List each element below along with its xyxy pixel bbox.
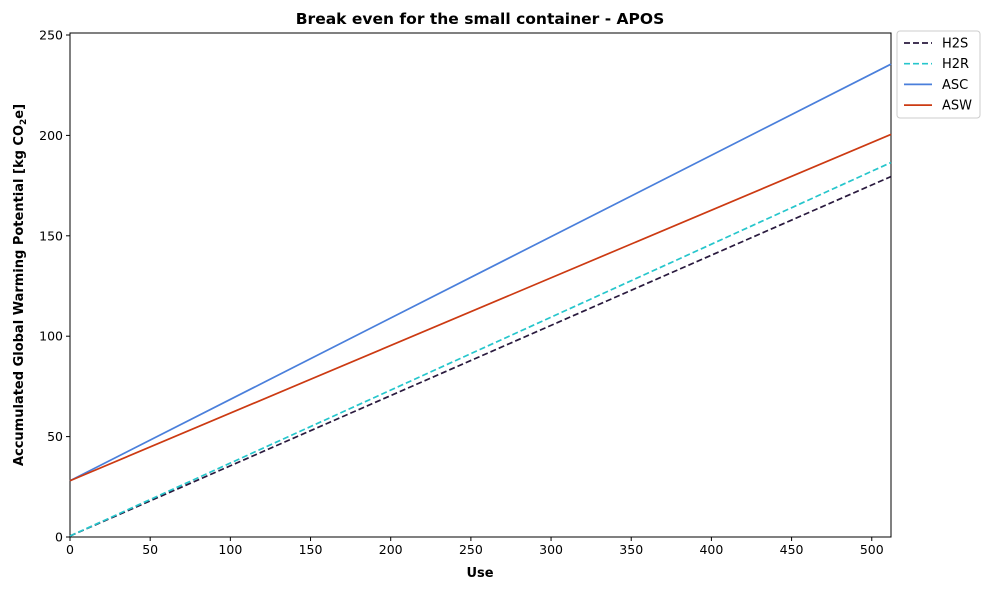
y-tick-label: 100 (39, 329, 63, 344)
y-tick-label: 50 (47, 429, 63, 444)
series-line-asc (69, 63, 892, 482)
series-line-asw (69, 133, 892, 482)
series-line-h2s (69, 175, 892, 537)
x-tick-label: 300 (539, 542, 563, 557)
x-tick-label: 50 (142, 542, 158, 557)
legend-label-h2s: H2S (942, 37, 968, 52)
legend-label-asc: ASC (942, 78, 968, 93)
y-tick-label: 0 (55, 530, 63, 545)
y-axis-label-subscript: 2 (19, 119, 29, 125)
chart-title: Break even for the small container - APO… (296, 10, 665, 28)
y-axis-label-tail: e] (12, 104, 27, 119)
x-tick-label: 500 (860, 542, 884, 557)
legend-frame (896, 30, 981, 119)
x-tick-label: 200 (379, 542, 403, 557)
y-tick-label: 150 (39, 228, 63, 243)
x-tick-label: 400 (699, 542, 723, 557)
x-tick-label: 450 (780, 542, 804, 557)
y-tick-label: 200 (39, 128, 63, 143)
series-line-h2r (69, 161, 892, 537)
plot-area (69, 32, 892, 538)
y-tick-label: 250 (39, 28, 63, 43)
plot-frame (69, 32, 892, 538)
x-tick-label: 250 (459, 542, 483, 557)
legend-label-h2r: H2R (942, 57, 969, 72)
x-tick-label: 100 (218, 542, 242, 557)
series-layer (69, 63, 892, 537)
x-tick-label: 150 (299, 542, 323, 557)
legend: H2S H2R ASC ASW (896, 30, 981, 119)
y-axis-label: Accumulated Global Warming Potential [kg… (12, 104, 29, 466)
legend-label-asw: ASW (942, 99, 972, 114)
y-axis-label-main: Accumulated Global Warming Potential [kg… (12, 125, 27, 466)
x-tick-label: 0 (66, 542, 74, 557)
y-axis: 0 50 100 150 200 250 (39, 28, 70, 545)
x-tick-label: 350 (619, 542, 643, 557)
x-axis: 0 50 100 150 200 250 300 350 400 450 500 (66, 537, 884, 557)
x-axis-label: Use (466, 566, 493, 581)
